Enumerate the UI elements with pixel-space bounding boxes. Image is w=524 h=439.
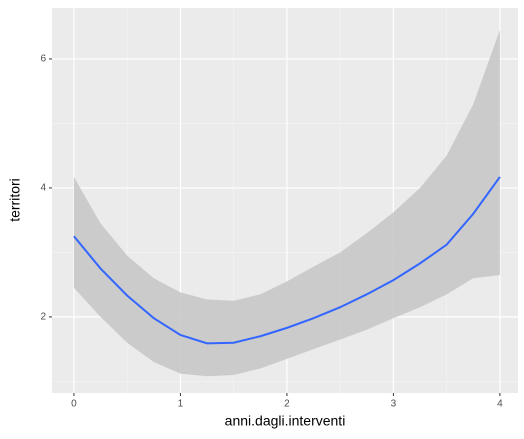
x-tick-label: 1 [178, 399, 184, 410]
x-tick-label: 3 [391, 399, 397, 410]
y-tick-label: 4 [40, 183, 46, 194]
y-axis-title: territori [7, 178, 23, 222]
y-tick-label: 6 [40, 54, 46, 65]
x-axis-title: anni.dagli.interventi [225, 413, 346, 429]
x-tick-label: 4 [497, 399, 503, 410]
x-tick-label: 2 [284, 399, 290, 410]
y-tick-label: 2 [40, 312, 46, 323]
smooth-line [73, 176, 501, 345]
x-tick-label: 0 [71, 399, 77, 410]
confidence-band [73, 29, 500, 377]
